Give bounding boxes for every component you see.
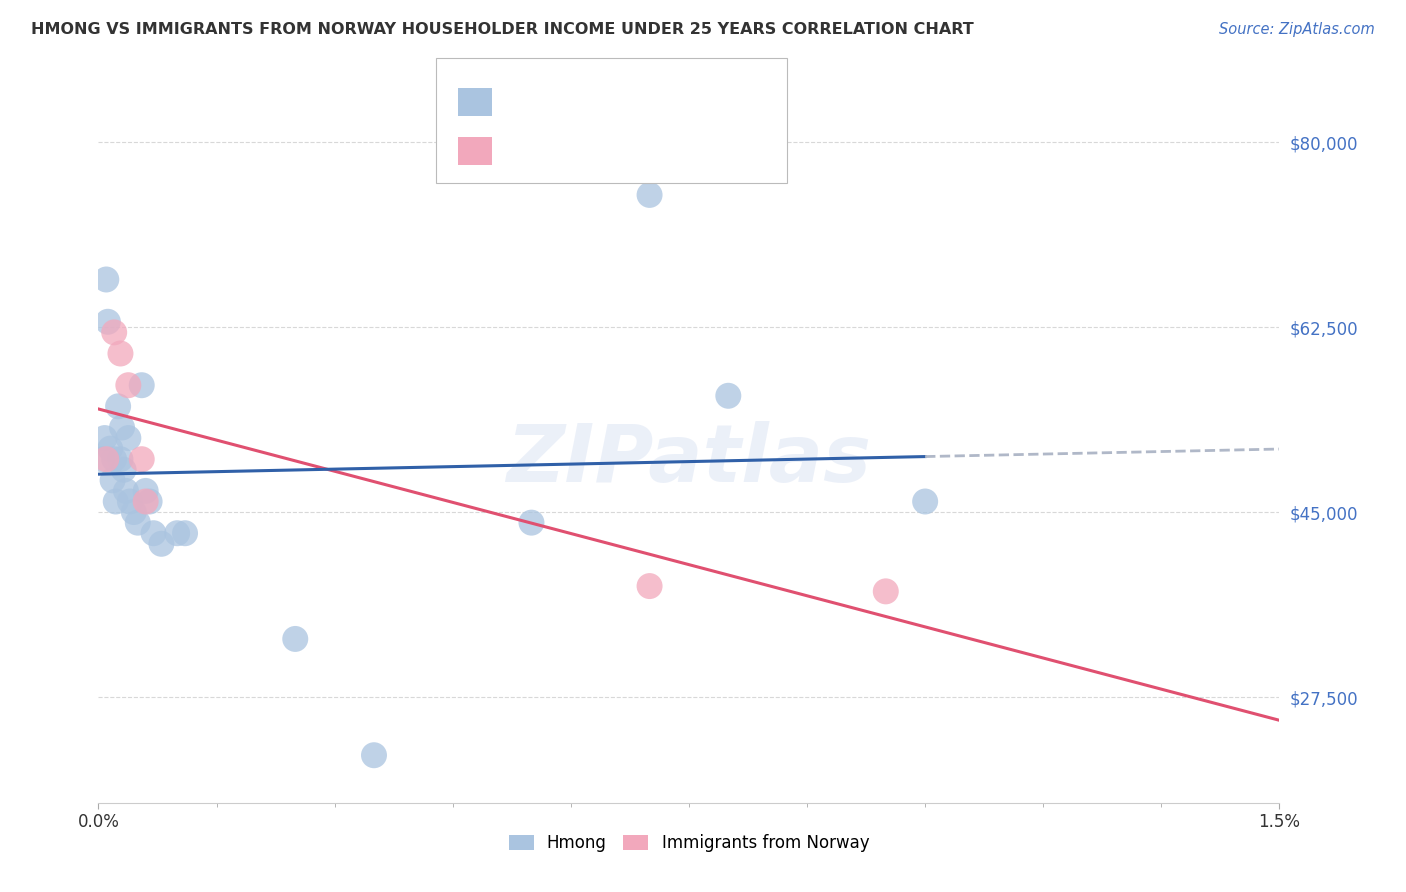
Point [122,505,145,519]
Point [131,378,153,392]
Point [717,389,740,403]
Point [115,483,138,498]
Point [131,452,153,467]
Point [117,431,139,445]
Point [101,474,124,488]
Point [96,272,118,286]
Point [914,494,936,508]
Point [118,494,141,508]
Point [638,579,661,593]
Point [96,452,118,467]
Point [135,494,157,508]
Point [142,526,165,541]
Point [98,442,121,456]
Text: HMONG VS IMMIGRANTS FROM NORWAY HOUSEHOLDER INCOME UNDER 25 YEARS CORRELATION CH: HMONG VS IMMIGRANTS FROM NORWAY HOUSEHOL… [31,22,974,37]
Point [103,326,125,340]
Point [110,346,132,360]
Text: Source: ZipAtlas.com: Source: ZipAtlas.com [1219,22,1375,37]
Text: N =: N = [651,86,682,103]
Text: 8: 8 [703,136,716,153]
Point [150,537,173,551]
Text: R =: R = [502,86,533,103]
Point [107,400,129,414]
Point [97,315,120,329]
Point [638,188,661,202]
Text: 0.132: 0.132 [572,86,628,103]
Point [117,378,139,392]
Point [103,452,125,467]
Text: R =: R = [502,136,533,153]
Point [111,420,134,434]
Legend: Hmong, Immigrants from Norway: Hmong, Immigrants from Norway [502,828,876,859]
Point [91,452,114,467]
Point [112,463,135,477]
Text: -0.540: -0.540 [551,136,616,153]
Point [135,483,157,498]
Point [127,516,149,530]
Point [520,516,543,530]
Point [110,452,132,467]
Point [104,494,127,508]
Point [166,526,188,541]
Point [875,584,897,599]
Text: ZIPatlas: ZIPatlas [506,421,872,500]
Point [363,748,385,763]
Point [93,431,115,445]
Text: 30: 30 [703,86,728,103]
Point [174,526,197,541]
Point [138,494,160,508]
Point [284,632,307,646]
Text: N =: N = [651,136,682,153]
